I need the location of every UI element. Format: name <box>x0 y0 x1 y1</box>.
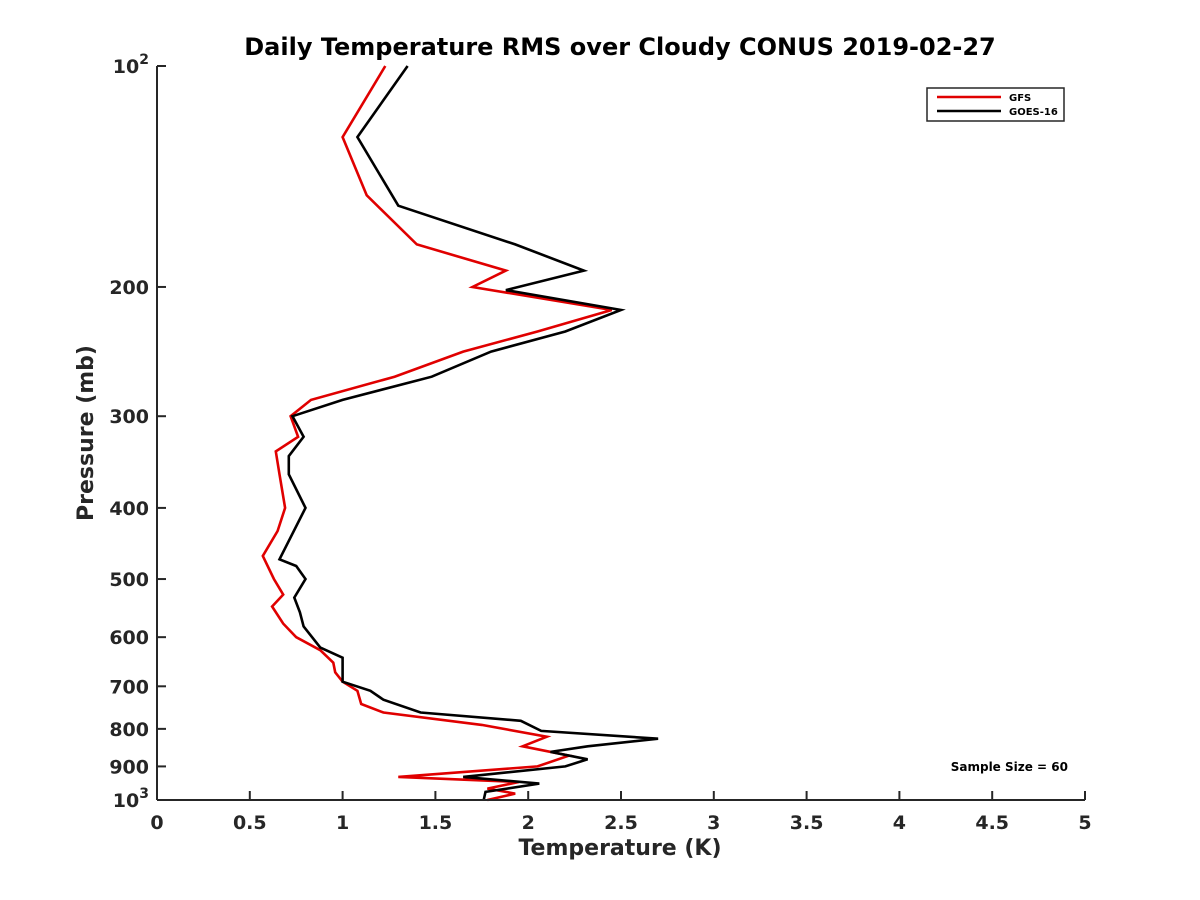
y-axis-label: Pressure (mb) <box>74 345 99 521</box>
y-tick-label: 400 <box>109 498 149 520</box>
y-tick-label: 800 <box>109 719 149 741</box>
x-tick-label: 1 <box>336 812 349 834</box>
y-tick-label: 900 <box>109 756 149 778</box>
y-tick-label: 600 <box>109 627 149 649</box>
x-tick-label: 0.5 <box>233 812 267 834</box>
x-tick-label: 1.5 <box>419 812 453 834</box>
x-tick-label: 3.5 <box>790 812 824 834</box>
plot-area <box>261 65 659 802</box>
series-line-gfs <box>261 65 613 802</box>
y-tick-label: 103 <box>113 786 149 812</box>
x-tick-label: 0 <box>150 812 163 834</box>
legend-label: GFS <box>1009 93 1031 104</box>
series-line-goes-16 <box>277 65 659 801</box>
legend-box <box>926 87 1065 122</box>
x-tick-label: 2 <box>522 812 535 834</box>
y-tick-label: 700 <box>109 676 149 698</box>
y-tick-label: 102 <box>113 52 149 78</box>
x-tick-label: 3 <box>707 812 720 834</box>
x-tick-label: 4.5 <box>975 812 1009 834</box>
y-axis: 102 200 300 400 500 600 700 800 900 103 <box>109 52 166 812</box>
y-tick-label: 300 <box>109 406 149 428</box>
x-tick-label: 5 <box>1078 812 1091 834</box>
x-axis-label: Temperature (K) <box>518 836 721 861</box>
chart-title: Daily Temperature RMS over Cloudy CONUS … <box>244 33 996 61</box>
x-tick-label: 2.5 <box>604 812 638 834</box>
x-tick-label: 4 <box>893 812 906 834</box>
y-tick-label: 500 <box>109 569 149 591</box>
sample-size-annotation: Sample Size = 60 <box>951 760 1068 774</box>
x-axis: 0 0.5 1 1.5 2 2.5 3 3.5 4 4.5 5 <box>150 791 1092 834</box>
legend: GFS GOES-16 <box>926 87 1065 122</box>
y-tick-label: 200 <box>109 277 149 299</box>
legend-label: GOES-16 <box>1009 107 1058 118</box>
